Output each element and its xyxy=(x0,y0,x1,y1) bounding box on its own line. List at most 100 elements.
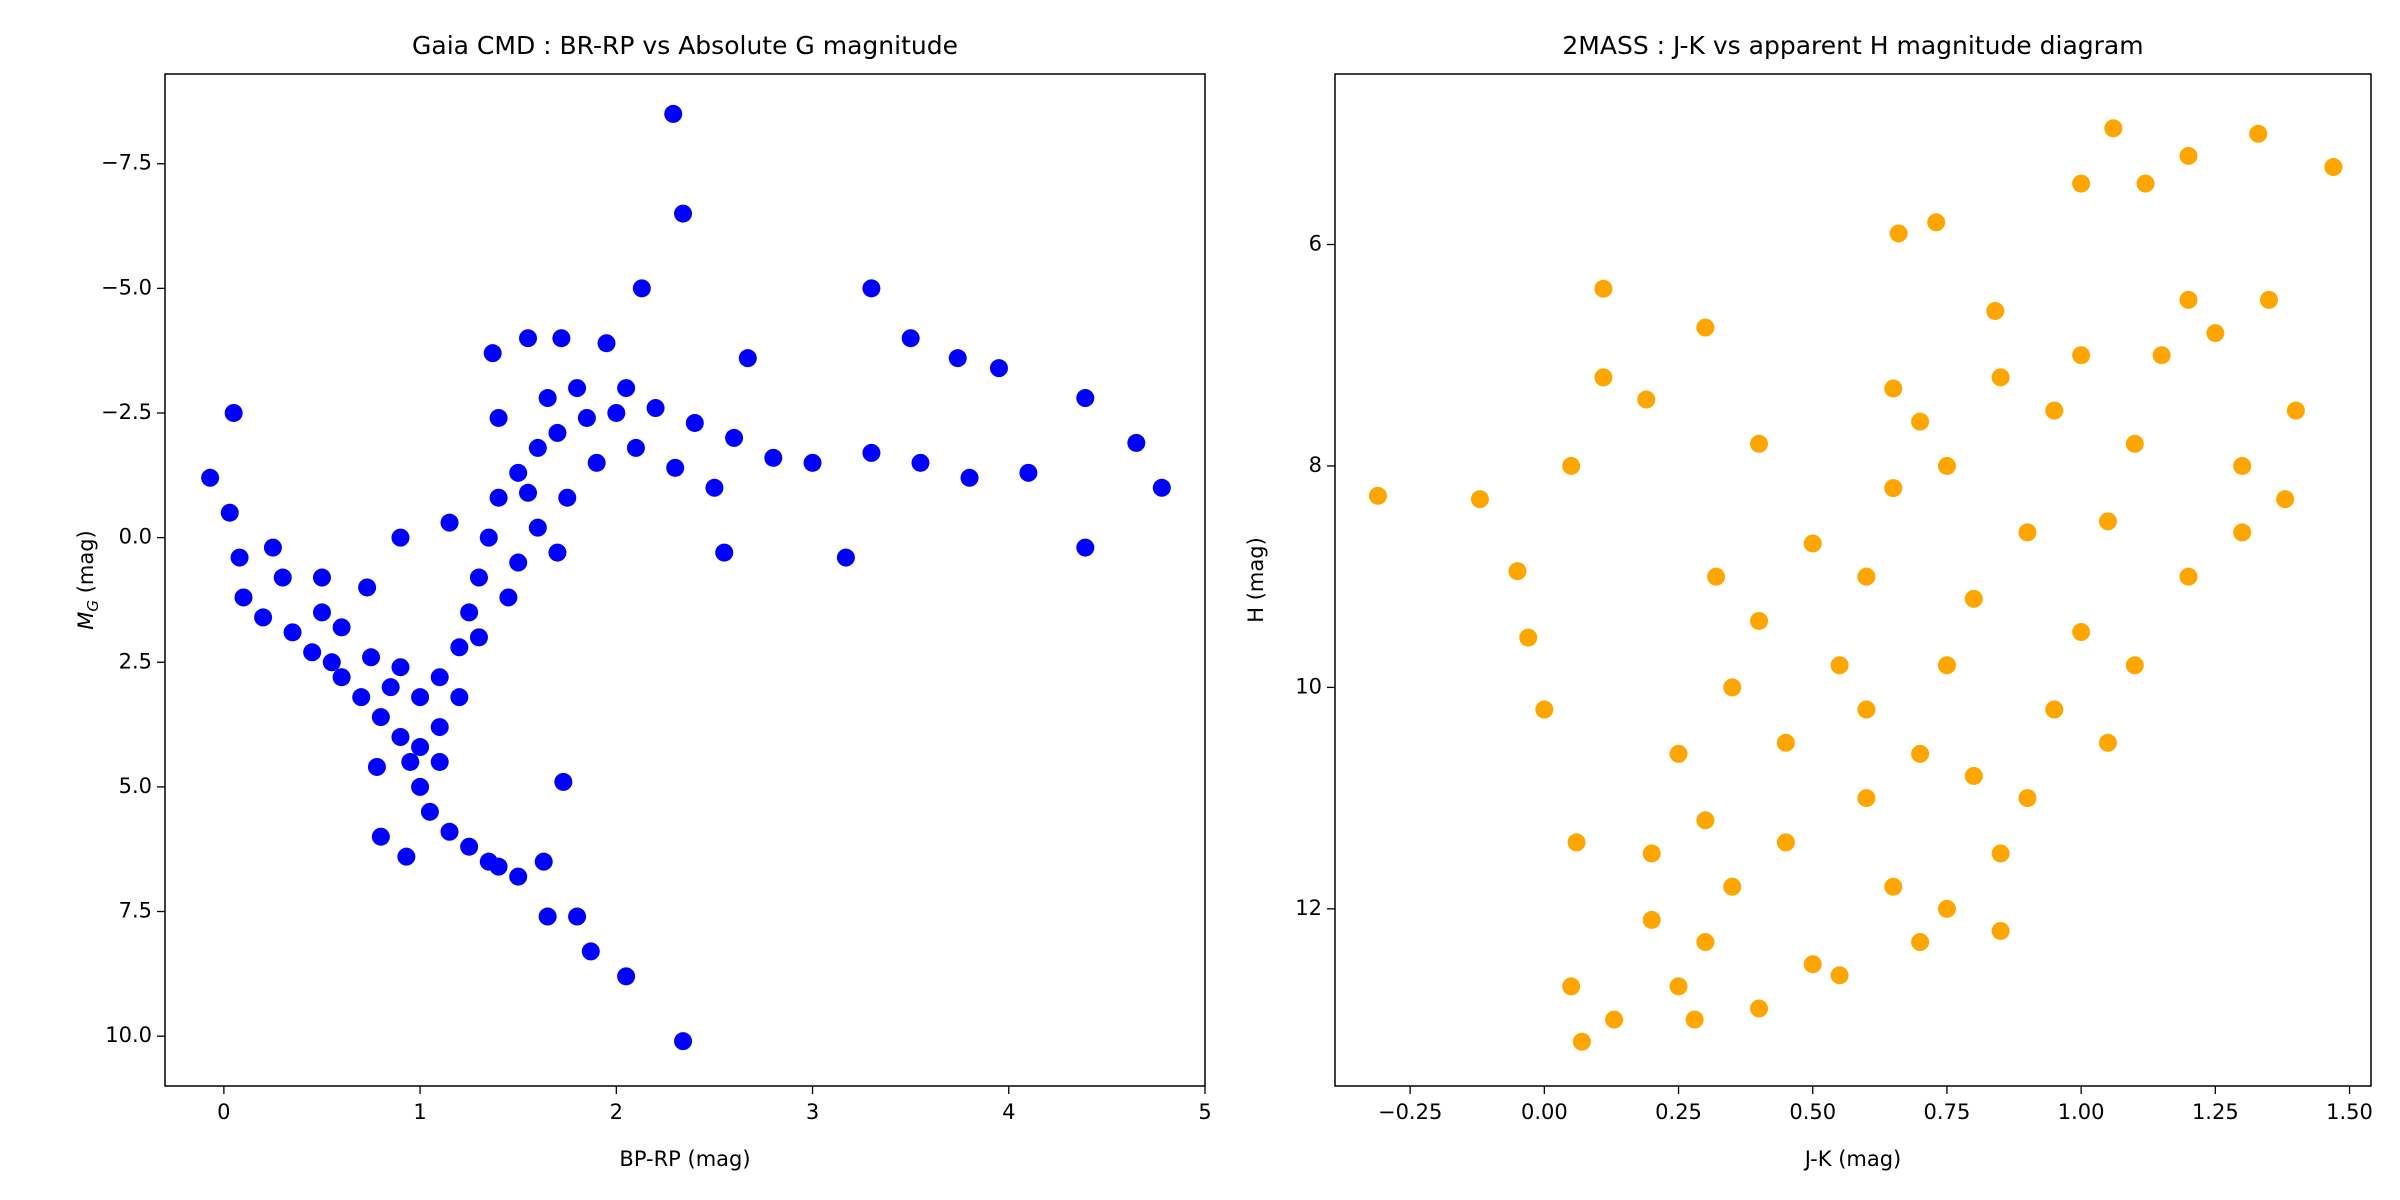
point xyxy=(911,453,930,472)
x-tick-label: 1.25 xyxy=(2192,1100,2239,1124)
point xyxy=(1707,567,1726,586)
point xyxy=(2018,789,2037,808)
point xyxy=(2152,346,2171,365)
point xyxy=(1937,899,1956,918)
point xyxy=(201,468,220,487)
point xyxy=(430,752,449,771)
point xyxy=(1803,955,1822,974)
point xyxy=(1991,921,2010,940)
point xyxy=(1535,700,1554,719)
point xyxy=(367,757,386,776)
point xyxy=(2125,434,2144,453)
point xyxy=(862,279,881,298)
y-tick-label: 6 xyxy=(1309,232,1322,256)
point xyxy=(738,349,757,368)
point xyxy=(1470,490,1489,509)
x-tick-label: 3 xyxy=(806,1100,819,1124)
point xyxy=(2072,623,2091,642)
point xyxy=(1776,833,1795,852)
point xyxy=(1830,656,1849,675)
point xyxy=(1776,733,1795,752)
y-label-sub: G xyxy=(84,600,102,612)
point xyxy=(666,458,685,477)
point xyxy=(430,668,449,687)
point xyxy=(2045,700,2064,719)
point xyxy=(705,478,724,497)
chart-title: Gaia CMD : BR-RP vs Absolute G magnitude xyxy=(412,31,958,60)
point xyxy=(362,648,381,667)
point xyxy=(489,408,508,427)
point xyxy=(1519,628,1538,647)
y-tick-label: 2.5 xyxy=(119,649,152,673)
point xyxy=(1685,1010,1704,1029)
point xyxy=(312,568,331,587)
point xyxy=(479,528,498,547)
point xyxy=(646,399,665,418)
point xyxy=(489,857,508,876)
x-axis-label: J-K (mag) xyxy=(1803,1147,1902,1171)
point xyxy=(1750,434,1769,453)
x-tick-label: 1.00 xyxy=(2058,1100,2105,1124)
chart-title: 2MASS : J-K vs apparent H magnitude diag… xyxy=(1562,31,2143,60)
plot-frame xyxy=(1334,73,2372,1087)
point xyxy=(1803,534,1822,553)
point xyxy=(332,668,351,687)
point xyxy=(538,389,557,408)
point xyxy=(1076,538,1095,557)
point xyxy=(2098,512,2117,531)
point xyxy=(483,344,502,363)
point xyxy=(2276,490,2295,509)
point xyxy=(440,513,459,532)
point xyxy=(2206,324,2225,343)
point xyxy=(2098,733,2117,752)
y-label-main: M xyxy=(74,612,98,630)
point xyxy=(1991,844,2010,863)
point xyxy=(2233,523,2252,542)
x-tick-label: 0.50 xyxy=(1789,1100,1836,1124)
point xyxy=(230,548,249,567)
point xyxy=(587,453,606,472)
point xyxy=(1884,379,1903,398)
point xyxy=(1605,1010,1624,1029)
point xyxy=(1019,463,1038,482)
point xyxy=(283,623,302,642)
point xyxy=(391,658,410,677)
point xyxy=(1991,368,2010,387)
y-tick-label: −5.0 xyxy=(101,275,152,299)
point xyxy=(1911,933,1930,952)
point xyxy=(381,678,400,697)
point xyxy=(2179,290,2198,309)
y-tick-label: 10.0 xyxy=(105,1023,152,1047)
x-tick-label: 2 xyxy=(610,1100,623,1124)
x-tick-label: 0 xyxy=(217,1100,230,1124)
point xyxy=(1642,910,1661,929)
point xyxy=(626,438,645,457)
point xyxy=(411,777,430,796)
point xyxy=(509,553,528,572)
point xyxy=(440,822,459,841)
point xyxy=(901,329,920,348)
point xyxy=(715,543,734,562)
point xyxy=(469,568,488,587)
point xyxy=(548,543,567,562)
point xyxy=(862,443,881,462)
point xyxy=(664,104,683,123)
point xyxy=(509,867,528,886)
point xyxy=(1637,390,1656,409)
point xyxy=(263,538,282,557)
point xyxy=(371,708,390,727)
point xyxy=(725,428,744,447)
y-tick-label: 10 xyxy=(1295,674,1322,698)
y-tick-label: 5.0 xyxy=(119,774,152,798)
point xyxy=(401,752,420,771)
y-axis-label: MG (mag) xyxy=(74,530,102,629)
point xyxy=(1911,412,1930,431)
x-tick-label: 4 xyxy=(1002,1100,1015,1124)
y-tick-label: 7.5 xyxy=(119,899,152,923)
point xyxy=(2286,401,2305,420)
point xyxy=(528,518,547,537)
point xyxy=(948,349,967,368)
point xyxy=(489,488,508,507)
